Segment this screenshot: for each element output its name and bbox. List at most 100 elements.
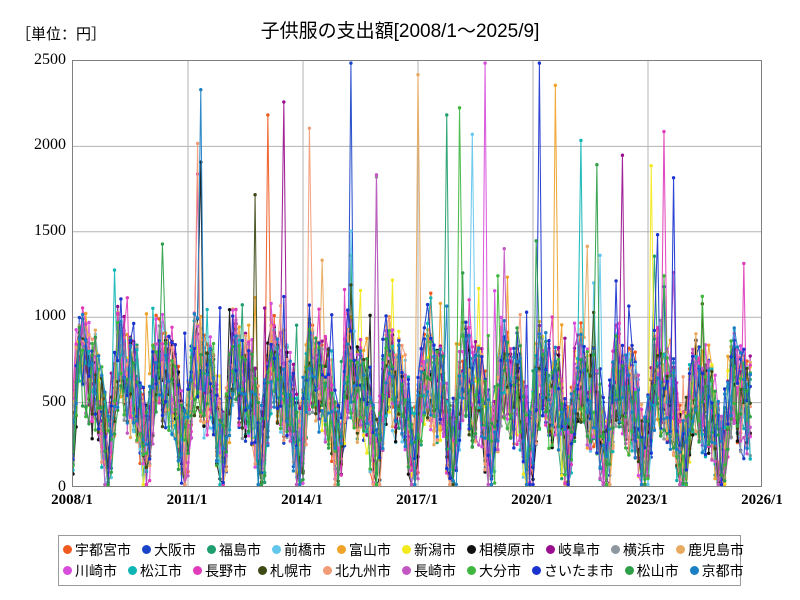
data-point	[662, 129, 666, 134]
data-point	[138, 447, 142, 451]
data-point	[413, 411, 417, 416]
data-point	[246, 429, 251, 433]
data-point	[678, 419, 682, 424]
legend-marker-icon	[63, 566, 72, 575]
legend-item-京都市[interactable]: 京都市	[689, 560, 744, 581]
data-point	[515, 442, 519, 447]
data-point	[246, 342, 251, 347]
data-point	[422, 326, 427, 330]
data-point	[349, 400, 353, 404]
legend-item-札幌市[interactable]: 札幌市	[258, 560, 312, 581]
legend-item-大阪市[interactable]: 大阪市	[142, 539, 196, 560]
legend-item-福島市[interactable]: 福島市	[207, 539, 261, 560]
data-point	[665, 440, 669, 445]
legend-item-長野市[interactable]: 長野市	[193, 560, 247, 581]
data-point	[601, 443, 605, 448]
legend-item-新潟市[interactable]: 新潟市	[402, 539, 456, 560]
data-point	[502, 390, 506, 395]
legend-item-北九州市[interactable]: 北九州市	[323, 560, 391, 581]
data-point	[508, 436, 513, 440]
data-point	[483, 436, 487, 440]
data-point	[361, 373, 366, 377]
data-point	[189, 348, 193, 353]
data-point	[342, 419, 347, 424]
legend-item-相模原市[interactable]: 相模原市	[467, 539, 535, 560]
data-point	[160, 413, 165, 418]
data-point	[662, 352, 666, 357]
data-point	[122, 418, 126, 422]
data-point	[381, 361, 385, 365]
data-point	[243, 408, 248, 412]
data-point	[116, 408, 120, 412]
data-point	[160, 424, 165, 429]
data-point	[403, 373, 407, 377]
legend-item-横浜市[interactable]: 横浜市	[611, 539, 665, 560]
data-point	[272, 313, 276, 318]
data-point	[227, 307, 232, 312]
data-point	[160, 351, 165, 356]
data-point	[90, 353, 94, 358]
data-point	[288, 423, 292, 427]
data-point	[467, 433, 471, 437]
data-point	[441, 431, 446, 436]
data-point	[246, 323, 251, 327]
data-point	[419, 394, 423, 398]
data-point	[706, 368, 711, 373]
data-point	[662, 428, 666, 432]
data-point	[154, 317, 158, 321]
legend-item-岐阜市[interactable]: 岐阜市	[546, 539, 600, 560]
data-point	[361, 357, 366, 362]
data-point	[563, 427, 567, 431]
data-point	[163, 408, 168, 412]
data-point	[262, 474, 267, 478]
data-point	[576, 412, 580, 416]
legend-item-松江市[interactable]: 松江市	[128, 560, 182, 581]
data-point	[560, 476, 564, 481]
data-point	[400, 343, 404, 348]
data-point	[419, 370, 423, 374]
data-point	[496, 383, 500, 387]
legend-item-松山市[interactable]: 松山市	[624, 560, 679, 581]
data-point	[183, 478, 187, 482]
data-point	[560, 323, 564, 327]
legend-marker-icon	[402, 545, 411, 554]
data-point	[467, 388, 471, 392]
legend-item-川崎市[interactable]: 川崎市	[63, 560, 117, 581]
data-point	[355, 440, 360, 444]
data-point	[205, 372, 209, 377]
data-point	[320, 428, 324, 433]
data-point	[429, 424, 433, 428]
data-point	[147, 463, 152, 468]
data-point	[745, 452, 749, 456]
legend-item-さいたま市[interactable]: さいたま市	[532, 560, 614, 581]
data-point	[96, 427, 101, 431]
data-point	[611, 449, 615, 454]
legend-item-大分市[interactable]: 大分市	[467, 560, 521, 581]
data-point	[253, 392, 257, 396]
data-point	[719, 414, 724, 419]
data-point	[445, 304, 449, 308]
legend-item-宇都宮市[interactable]: 宇都宮市	[63, 539, 131, 560]
data-point	[726, 354, 730, 359]
legend-item-富山市[interactable]: 富山市	[337, 539, 391, 560]
data-point	[170, 359, 174, 363]
legend-marker-icon	[207, 545, 216, 554]
data-point	[585, 446, 590, 450]
data-point	[301, 457, 305, 462]
data-point	[167, 379, 171, 383]
data-point	[116, 358, 120, 363]
data-point	[470, 381, 475, 385]
data-point	[502, 319, 506, 323]
data-point	[473, 393, 478, 397]
data-point	[662, 274, 666, 278]
data-point	[80, 312, 85, 317]
legend-item-前橋市[interactable]: 前橋市	[272, 539, 326, 560]
data-point	[425, 405, 430, 409]
data-point	[499, 315, 503, 320]
data-point	[732, 326, 736, 330]
legend-item-鹿児島市[interactable]: 鹿児島市	[676, 539, 744, 560]
data-point	[355, 395, 360, 400]
legend-item-長崎市[interactable]: 長崎市	[402, 560, 456, 581]
data-point	[90, 412, 94, 416]
data-point	[237, 325, 241, 329]
